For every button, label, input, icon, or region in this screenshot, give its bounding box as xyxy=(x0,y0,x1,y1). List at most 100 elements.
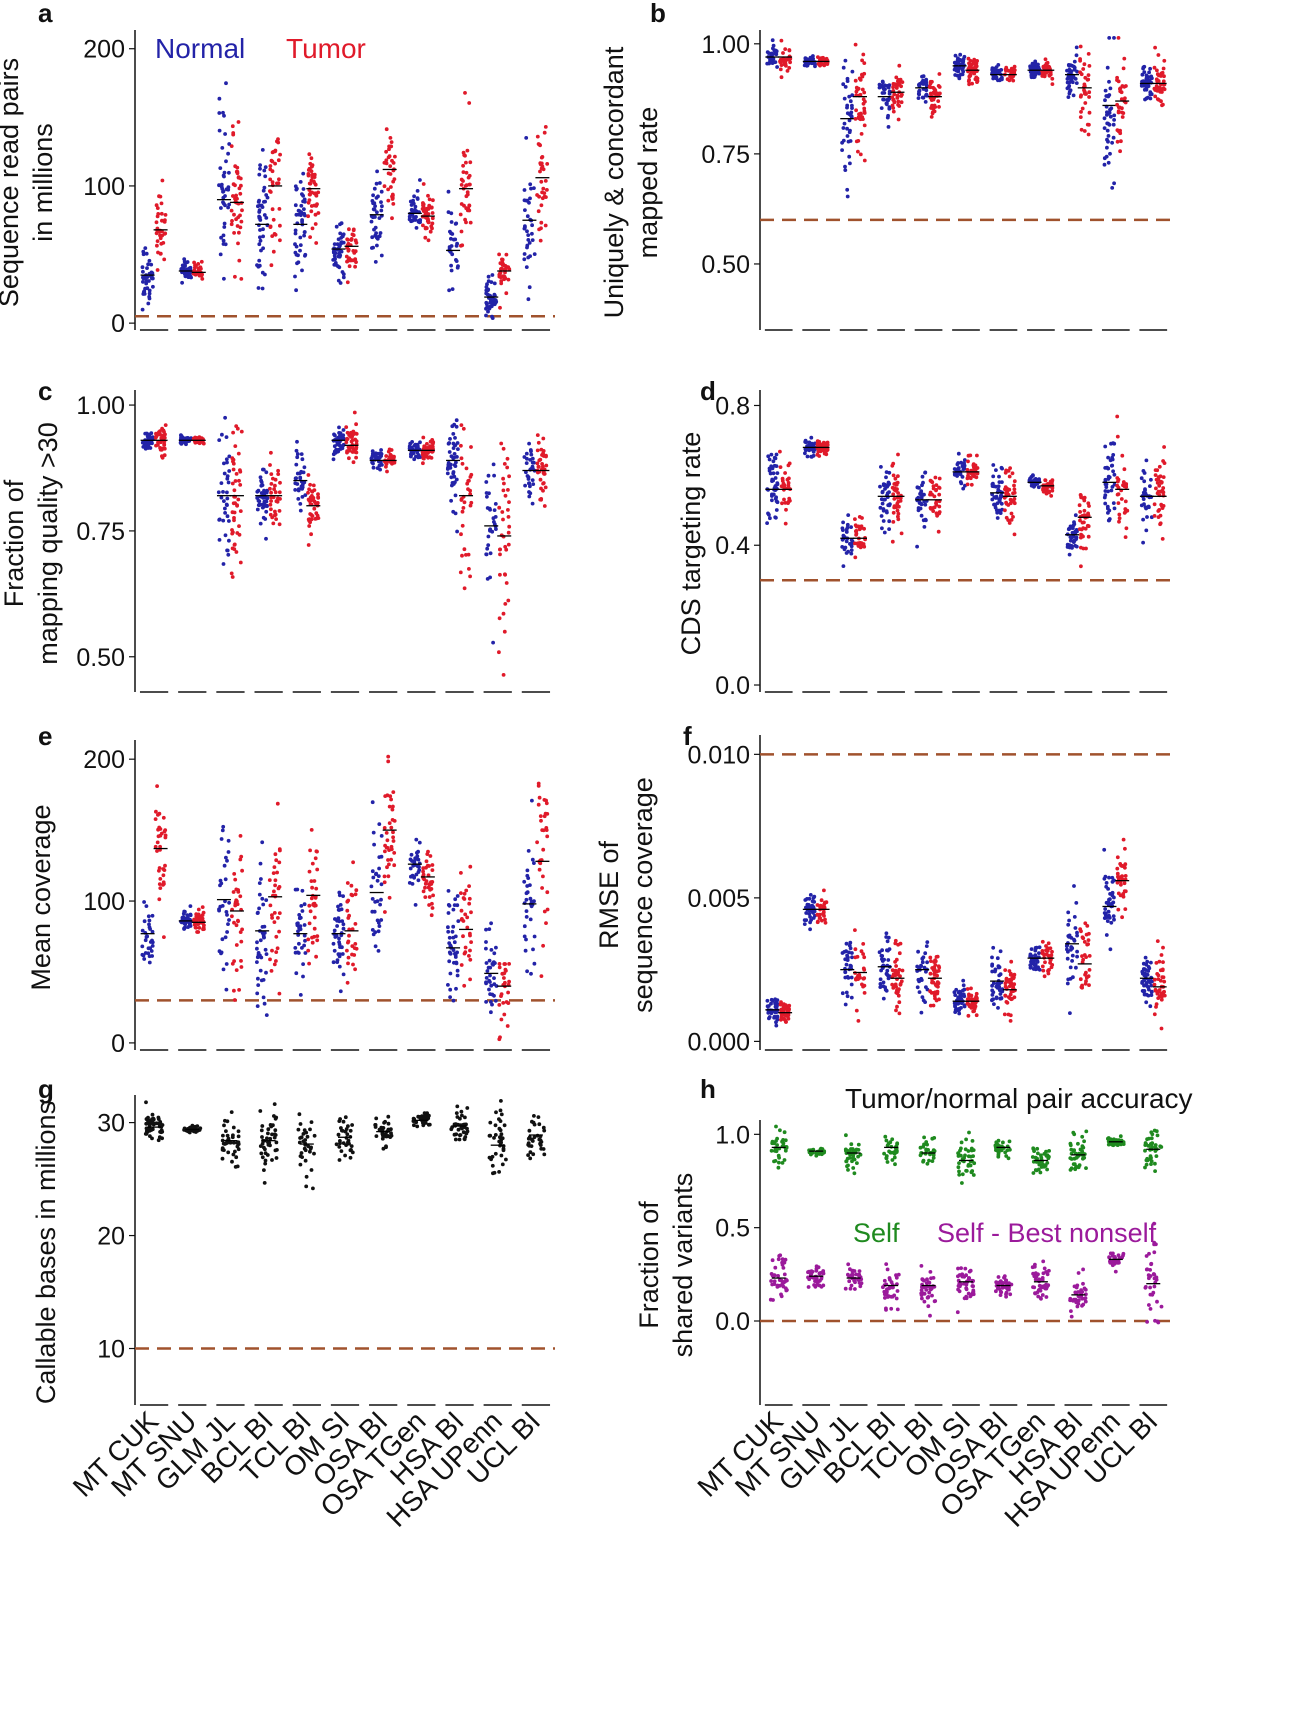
data-point xyxy=(897,1000,902,1005)
data-point xyxy=(337,893,342,898)
data-point xyxy=(962,994,967,999)
data-point xyxy=(771,478,775,483)
data-point xyxy=(264,970,268,975)
data-point xyxy=(1161,504,1166,508)
data-point xyxy=(336,447,341,452)
data-point xyxy=(896,99,901,104)
data-point xyxy=(861,966,866,971)
data-point xyxy=(860,58,864,63)
data-point xyxy=(1105,919,1110,923)
data-point xyxy=(1070,959,1074,963)
data-point xyxy=(306,173,311,178)
data-point xyxy=(1033,963,1037,968)
data-point xyxy=(539,166,544,171)
data-point xyxy=(843,58,848,63)
data-point xyxy=(544,195,548,200)
data-point xyxy=(161,435,166,440)
data-point xyxy=(1121,111,1126,115)
data-point xyxy=(1117,519,1121,524)
y-tick-label: 0.000 xyxy=(687,1028,750,1056)
data-point xyxy=(1066,977,1071,982)
data-point xyxy=(540,155,545,159)
data-point xyxy=(386,754,391,759)
data-point xyxy=(843,168,848,173)
data-point xyxy=(158,440,163,445)
data-point xyxy=(856,149,860,154)
data-point xyxy=(779,75,784,80)
data-point xyxy=(530,231,534,236)
data-point xyxy=(1103,489,1108,493)
data-point xyxy=(461,934,465,939)
data-point xyxy=(453,951,457,956)
data-point xyxy=(1161,486,1166,490)
data-point xyxy=(966,79,971,84)
data-point xyxy=(163,231,168,236)
data-point xyxy=(459,229,464,234)
data-point xyxy=(928,79,933,84)
data-point xyxy=(260,840,265,845)
data-point xyxy=(277,522,282,527)
data-point xyxy=(503,602,508,606)
data-point xyxy=(451,998,456,1003)
data-point xyxy=(487,958,492,963)
data-point xyxy=(849,542,854,547)
data-point xyxy=(522,879,527,884)
data-point xyxy=(991,945,996,950)
data-point xyxy=(921,74,926,79)
data-point xyxy=(302,480,307,485)
data-point xyxy=(218,883,222,888)
data-point xyxy=(466,479,471,483)
data-point xyxy=(499,992,504,996)
data-point xyxy=(1153,45,1157,50)
data-point xyxy=(960,475,965,479)
data-point xyxy=(261,902,266,907)
data-point xyxy=(1123,510,1128,514)
data-point xyxy=(224,457,229,462)
data-point xyxy=(276,916,280,920)
series-normal xyxy=(140,415,537,645)
data-point xyxy=(894,964,898,968)
data-point xyxy=(891,510,896,515)
data-point xyxy=(455,265,460,270)
data-point xyxy=(447,950,452,955)
data-point xyxy=(823,451,828,456)
data-point xyxy=(768,471,773,476)
data-point xyxy=(462,586,467,591)
data-point xyxy=(260,505,265,510)
data-point xyxy=(894,984,898,989)
data-point xyxy=(887,470,892,475)
data-point xyxy=(541,186,546,191)
data-point xyxy=(300,909,305,913)
data-point xyxy=(258,235,262,240)
data-point xyxy=(780,501,784,506)
data-point xyxy=(1106,160,1111,165)
data-point xyxy=(769,997,774,1002)
data-point xyxy=(234,424,239,428)
data-point xyxy=(237,186,242,191)
data-point xyxy=(879,497,884,502)
data-point xyxy=(257,208,262,213)
data-point xyxy=(999,493,1003,498)
data-point xyxy=(415,189,420,193)
data-point xyxy=(1028,965,1033,970)
data-point xyxy=(958,480,963,484)
data-point xyxy=(295,439,299,444)
data-point xyxy=(446,462,451,467)
data-point xyxy=(1147,70,1151,75)
data-point xyxy=(464,888,469,893)
data-point xyxy=(180,280,185,285)
data-point xyxy=(310,489,315,494)
data-point xyxy=(311,497,315,502)
data-point xyxy=(1142,70,1147,74)
data-point xyxy=(310,514,315,518)
data-point xyxy=(774,452,779,457)
data-point xyxy=(854,85,859,90)
data-point xyxy=(162,446,167,451)
data-point xyxy=(933,996,937,1001)
data-point xyxy=(145,275,150,279)
data-point xyxy=(278,238,282,243)
data-point xyxy=(271,495,276,500)
data-point xyxy=(765,998,770,1003)
data-point xyxy=(932,91,937,96)
data-point xyxy=(492,292,497,297)
